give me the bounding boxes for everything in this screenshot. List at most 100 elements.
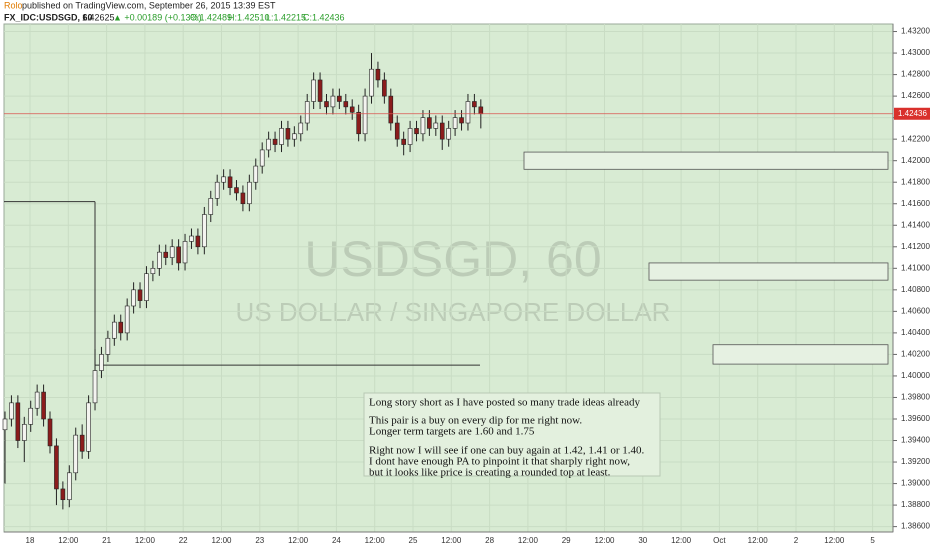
candle-body [131, 289, 136, 307]
axes: 1.38600 1.38800 1.39000 1.39200 1.39400 1.396… [4, 24, 930, 545]
candle-body [439, 122, 445, 140]
candle-body [99, 354, 104, 371]
zone [648, 262, 889, 281]
candle-body [118, 321, 124, 334]
open: O:1.42489 [190, 12, 232, 22]
x-tick-label: Oct [713, 536, 726, 545]
x-tick-label: 12:00 [58, 536, 79, 545]
y-tick-label: 1.39400 [901, 436, 930, 445]
published: published on TradingView.com, September … [22, 0, 276, 10]
x-tick-label: 12:00 [365, 536, 386, 545]
candle-body [298, 122, 304, 135]
note-line: Longer term targets are 1.60 and 1.75 [369, 426, 535, 438]
candle-body [388, 95, 394, 124]
candle-body [189, 235, 194, 242]
candle-body [34, 391, 40, 409]
candle-body [465, 101, 471, 124]
candle-body [112, 321, 117, 339]
x-tick-label: 18 [26, 536, 35, 545]
candle-body [266, 138, 271, 151]
candle-body [21, 424, 27, 441]
candle-body [9, 402, 14, 420]
candle-body [163, 251, 169, 258]
symbol: FX_IDC:USDSGD, 60 [4, 12, 93, 22]
high: H:1.42510 [228, 12, 270, 22]
candle-body [214, 181, 220, 199]
zone [523, 151, 889, 170]
candle-body [150, 268, 156, 274]
y-tick-label: 1.39600 [901, 414, 930, 423]
candle-body [240, 192, 246, 205]
candle-body [195, 235, 201, 248]
candle-body [349, 106, 355, 113]
candle-body [157, 251, 162, 269]
candle-body [272, 138, 278, 145]
candle-body [227, 176, 233, 188]
close: C:1.42436 [303, 12, 345, 22]
candle-body [137, 289, 143, 301]
x-tick-label: 21 [102, 536, 111, 545]
candle-body [92, 370, 98, 404]
y-tick-label: 1.43000 [901, 48, 930, 57]
y-tick-label: 1.38800 [901, 500, 930, 509]
candle-body [369, 68, 374, 97]
candle-body [446, 128, 451, 140]
candle-body [317, 79, 323, 102]
y-tick-label: 1.41600 [901, 199, 930, 208]
x-tick-label: 12:00 [518, 536, 539, 545]
watermark-symbol: USDSGD, 60 [304, 231, 601, 287]
candle-body [304, 101, 310, 124]
author[interactable]: Rolo [4, 0, 23, 10]
y-tick-label: 1.40800 [901, 285, 930, 294]
candle-body [208, 198, 214, 215]
candle-body [124, 305, 130, 334]
candle-body [41, 391, 46, 420]
x-tick-label: 23 [255, 536, 264, 545]
candle-body [459, 117, 464, 124]
candle-body [401, 138, 406, 145]
y-tick-label: 1.41200 [901, 242, 930, 251]
candle-body [343, 101, 349, 108]
y-tick-label: 1.39800 [901, 393, 930, 402]
y-tick-label: 1.40000 [901, 371, 930, 380]
x-tick-label: 12:00 [824, 536, 845, 545]
candle-body [176, 246, 181, 264]
candle-body [2, 418, 8, 431]
candle-body [330, 95, 336, 108]
candle-body [253, 165, 259, 183]
note-box [363, 392, 661, 477]
candle-body [394, 122, 400, 140]
y-tick-label: 1.40600 [901, 306, 930, 315]
last-price: 1.42625 [82, 12, 115, 22]
x-tick-label: 24 [332, 536, 341, 545]
candle-body [73, 434, 79, 474]
candle-body [169, 246, 175, 258]
candle-body [144, 273, 149, 301]
x-tick-label: 28 [485, 536, 494, 545]
y-tick-label: 1.41800 [901, 177, 930, 186]
candle-body [86, 402, 91, 452]
candle-body [79, 434, 85, 452]
candle-body [259, 149, 265, 167]
y-tick-label: 1.40200 [901, 350, 930, 359]
x-tick-label: 12:00 [594, 536, 615, 545]
x-tick-label: 12:00 [135, 536, 156, 545]
x-tick-label: 29 [562, 536, 571, 545]
drawings [4, 151, 889, 366]
candle-body [292, 133, 297, 140]
last-price-box [894, 107, 930, 120]
change: ▲ +0.00189 (+0.13%) [113, 12, 201, 22]
watermark-name: US DOLLAR / SINGAPORE DOLLAR [236, 297, 671, 327]
candle-body [28, 407, 34, 425]
candle-body [375, 68, 381, 81]
y-tick-label: 1.38600 [901, 522, 930, 531]
candle-body [15, 402, 21, 441]
y-tick-label: 1.42000 [901, 156, 930, 165]
y-tick-label: 1.39000 [901, 479, 930, 488]
candle-body [362, 95, 368, 135]
candle-body [407, 128, 413, 145]
note-line: Right now I will see if one can buy agai… [369, 445, 645, 457]
candle-body [47, 418, 53, 447]
candles [2, 53, 893, 510]
note-line: I dont have enough PA to pinpoint it tha… [369, 456, 630, 468]
